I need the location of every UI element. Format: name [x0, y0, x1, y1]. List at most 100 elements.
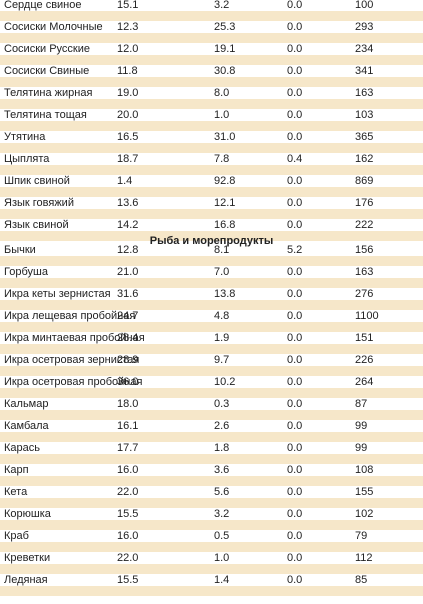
food-name: Икра осетровая зернистая	[4, 354, 140, 366]
nutrient-value: 0.3	[214, 398, 230, 410]
nutrient-value: 5.6	[214, 486, 230, 498]
nutrient-value: 0.0	[287, 175, 303, 187]
nutrient-value: 7.8	[214, 153, 230, 165]
nutrient-value: 226	[355, 354, 374, 366]
table-row: Икра лещевая пробойная 24.7 4.8 0.0 1100	[0, 310, 423, 332]
food-name: Икра осетровая пробойная	[4, 376, 143, 388]
food-name: Камбала	[4, 420, 49, 432]
nutrient-value: 103	[355, 109, 374, 121]
nutrient-value: 18.0	[117, 398, 139, 410]
nutrient-value: 3.2	[214, 0, 230, 11]
nutrient-value: 1.4	[117, 175, 133, 187]
table-row: Кальмар 18.0 0.3 0.0 87	[0, 398, 423, 420]
nutrient-value: 151	[355, 332, 374, 344]
food-name: Икра кеты зернистая	[4, 288, 111, 300]
food-name: Бычки	[4, 244, 36, 256]
table-row: Карась 17.7 1.8 0.0 99	[0, 442, 423, 464]
food-name: Кета	[4, 486, 28, 498]
table-row: Шпик свиной 1.4 92.8 0.0 869	[0, 175, 423, 197]
nutrient-value: 19.0	[117, 87, 139, 99]
nutrient-value: 3.2	[214, 508, 230, 520]
nutrient-value: 0.0	[287, 87, 303, 99]
nutrient-value: 0.0	[287, 398, 303, 410]
table-row: Сосиски Русские 12.0 19.1 0.0 234	[0, 43, 423, 65]
table-row: Краб 16.0 0.5 0.0 79	[0, 530, 423, 552]
table-row: Сосиски Молочные 12.3 25.3 0.0 293	[0, 21, 423, 43]
nutrient-value: 112	[355, 552, 373, 564]
nutrient-value: 12.8	[117, 244, 139, 256]
food-name: Утятина	[4, 131, 46, 143]
nutrient-value: 0.0	[287, 219, 303, 231]
food-name: Сердце свиное	[4, 0, 82, 11]
food-name: Корюшка	[4, 508, 51, 520]
food-name: Ледяная	[4, 574, 48, 586]
nutrient-value: 31.6	[117, 288, 139, 300]
nutrient-value: 0.0	[287, 43, 303, 55]
nutrient-value: 92.8	[214, 175, 236, 187]
nutrient-value: 28.9	[117, 354, 139, 366]
food-name: Телятина тощая	[4, 109, 87, 121]
table-row: Сосиски Свиные 11.8 30.8 0.0 341	[0, 65, 423, 87]
table-row: Кета 22.0 5.6 0.0 155	[0, 486, 423, 508]
nutrient-value: 20.0	[117, 109, 139, 121]
nutrient-value: 1.8	[214, 442, 230, 454]
nutrient-value: 156	[355, 244, 374, 256]
nutrient-value: 14.2	[117, 219, 139, 231]
nutrient-value: 341	[355, 65, 374, 77]
nutrient-value: 30.8	[214, 65, 236, 77]
nutrient-value: 8.1	[214, 244, 230, 256]
nutrient-value: 0.0	[287, 266, 303, 278]
nutrient-value: 15.5	[117, 508, 139, 520]
nutrient-value: 222	[355, 219, 374, 231]
food-name: Икра минтаевая пробойная	[4, 332, 145, 344]
table-row: Сердце свиное 15.1 3.2 0.0 100	[0, 0, 423, 21]
nutrient-value: 3.6	[214, 464, 230, 476]
nutrient-value: 18.7	[117, 153, 139, 165]
nutrient-value: 102	[355, 508, 374, 520]
nutrient-value: 0.0	[287, 109, 303, 121]
nutrient-value: 869	[355, 175, 374, 187]
nutrient-value: 1.9	[214, 332, 230, 344]
nutrient-value: 36.0	[117, 376, 139, 388]
nutrient-value: 85	[355, 574, 368, 586]
nutrient-value: 163	[355, 87, 374, 99]
nutrient-value: 8.0	[214, 87, 230, 99]
nutrient-value: 16.8	[214, 219, 236, 231]
nutrient-value: 365	[355, 131, 374, 143]
nutrient-value: 0.0	[287, 332, 303, 344]
nutrient-value: 0.0	[287, 310, 303, 322]
nutrient-value: 99	[355, 442, 368, 454]
food-name: Карась	[4, 442, 40, 454]
nutrient-value: 176	[355, 197, 374, 209]
nutrient-value: 0.0	[287, 464, 303, 476]
nutrient-value: 0.0	[287, 131, 303, 143]
nutrient-value: 16.0	[117, 464, 139, 476]
nutrient-value: 0.0	[287, 0, 303, 11]
nutrient-value: 0.0	[287, 442, 303, 454]
nutrient-value: 5.2	[287, 244, 303, 256]
nutrient-value: 0.0	[287, 574, 303, 586]
nutrient-value: 12.1	[214, 197, 236, 209]
section-title: Рыба и морепродукты	[149, 235, 274, 247]
table-row: Камбала 16.1 2.6 0.0 99	[0, 420, 423, 442]
food-name: Шпик свиной	[4, 175, 70, 187]
nutrient-value: 155	[355, 486, 374, 498]
table-row: Телятина тощая 20.0 1.0 0.0 103	[0, 109, 423, 131]
nutrient-value: 16.0	[117, 530, 139, 542]
nutrient-value: 15.1	[117, 0, 139, 11]
nutrient-value: 28.4	[117, 332, 139, 344]
nutrient-value: 17.7	[117, 442, 139, 454]
nutrient-value: 2.6	[214, 420, 230, 432]
nutrient-value: 0.0	[287, 21, 303, 33]
nutrient-value: 4.8	[214, 310, 230, 322]
nutrient-value: 0.0	[287, 420, 303, 432]
food-name: Цыплята	[4, 153, 50, 165]
nutrient-value: 264	[355, 376, 374, 388]
nutrient-value: 163	[355, 266, 374, 278]
nutrient-value: 0.0	[287, 530, 303, 542]
nutrient-value: 1100	[355, 310, 379, 322]
food-name: Карп	[4, 464, 29, 476]
food-name: Креветки	[4, 552, 51, 564]
food-name: Икра лещевая пробойная	[4, 310, 136, 322]
table-row: Икра осетровая зернистая 28.9 9.7 0.0 226	[0, 354, 423, 376]
